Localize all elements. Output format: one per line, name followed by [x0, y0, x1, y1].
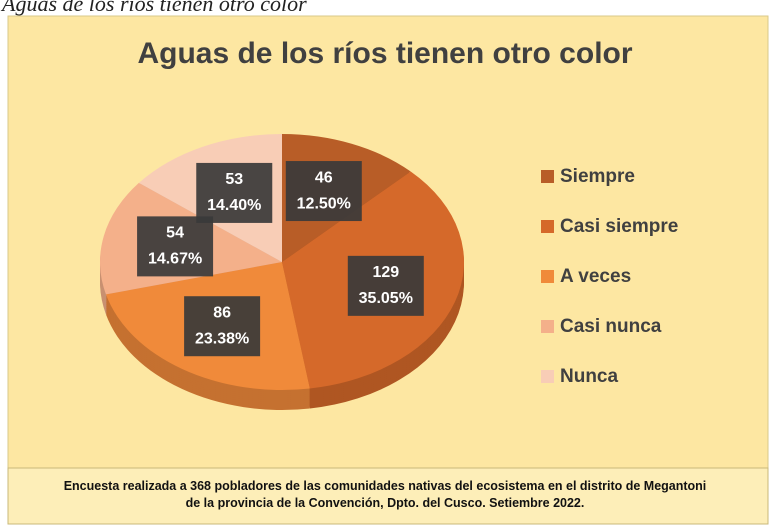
data-label-count: 46 [315, 169, 333, 186]
note-box [7, 467, 769, 525]
legend-swatch [541, 170, 554, 183]
data-label-count: 86 [213, 304, 231, 321]
data-label-count: 129 [372, 264, 399, 281]
legend-label: A veces [560, 266, 631, 287]
data-label-count: 53 [225, 171, 243, 188]
data-label-percent: 23.38% [195, 330, 249, 347]
legend-swatch [541, 320, 554, 333]
data-label-box [196, 162, 273, 223]
note: Encuesta realizada a 368 pobladores de l… [63, 479, 707, 510]
data-label-box [137, 216, 214, 277]
legend-swatch [541, 370, 554, 383]
data-label-box [347, 255, 424, 316]
legend-label: Nunca [560, 366, 619, 387]
data-label-box [184, 296, 261, 357]
legend-swatch [541, 220, 554, 233]
legend-label: Casi siempre [560, 216, 678, 237]
data-label-percent: 35.05% [359, 290, 413, 307]
data-label-percent: 14.67% [148, 251, 202, 268]
data-label-percent: 14.40% [207, 197, 261, 214]
note-holder: Encuesta realizada a 368 pobladores de l… [63, 479, 707, 510]
data-label-count: 54 [166, 225, 184, 242]
legend-label: Casi nunca [560, 316, 662, 337]
data-label-percent: 12.50% [297, 195, 351, 212]
legend-swatch [541, 270, 554, 283]
caption: Aguas de los ríos tienen otro color [0, 0, 307, 16]
data-label-box [285, 161, 362, 222]
legend-label: Siempre [560, 166, 635, 187]
chart-title: Aguas de los ríos tienen otro color [137, 37, 632, 70]
